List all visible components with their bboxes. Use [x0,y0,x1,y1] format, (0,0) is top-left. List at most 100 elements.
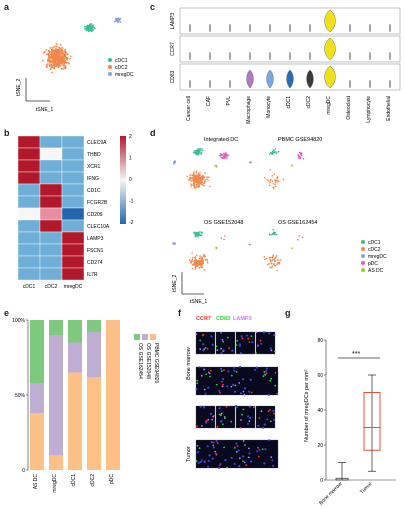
cell-dot [256,450,259,453]
cell-dot [216,349,219,352]
violin [246,69,254,89]
cell-dot [267,410,270,413]
tsne-point [55,56,58,59]
cell-dot [220,412,223,415]
cell-dot [205,373,207,376]
tsne-point [50,56,53,59]
tsne-point [269,258,271,261]
scale-tick: 2 [129,134,132,140]
heatmap-gene-label: XCR1 [87,164,101,170]
scale-tick: -1 [129,199,134,205]
tsne-point [276,177,278,179]
tsne-point [69,55,72,58]
tsne-point [197,150,199,153]
y-tick-label: 0 [22,468,25,474]
tsne-point [193,263,195,265]
tsne-point [199,255,201,257]
tsne-point [226,155,228,157]
violin [248,51,252,61]
tsne-point [298,156,301,158]
tsne-point [47,50,50,53]
cell-dot [257,424,260,427]
cell-dot [223,416,226,418]
tsne-point [56,64,59,66]
tsne-point [249,243,252,246]
violin-gene-label: CCR7 [170,42,176,56]
tsne-point [199,174,201,177]
tsne-point [302,157,305,160]
cell-dot [243,387,247,390]
cell-dot [199,460,202,464]
cell-dot [201,425,203,427]
cell-dot [260,342,263,345]
cell-dot [220,347,222,350]
tsne-point [190,185,192,188]
tsne-point [271,265,274,268]
tsne-point [47,54,50,57]
cell-dot [224,459,227,462]
cell-dot [202,349,205,352]
cell-dot [239,392,242,395]
bar-segment [49,320,63,335]
tsne-point [201,256,203,258]
tsne-point [186,175,188,178]
tsne-point [83,25,86,28]
tsne-point [195,260,197,262]
tsne-point [198,183,200,186]
tsne-point [271,180,274,182]
heatmap-cell [39,207,63,221]
tsne-point [201,234,203,237]
tsne-points [41,17,122,74]
tsne-point [300,152,302,154]
tsne-point [202,178,204,181]
violin [228,23,232,33]
tsne-point [196,177,198,179]
cell-dot [264,374,267,376]
tsne-point [87,25,90,27]
tsne-point [68,62,70,65]
tsne-point [272,183,275,185]
tsne-point [49,47,52,49]
heatmap-cell [39,171,63,185]
row-label-bone-marrow: Bone marrow [186,347,192,380]
tsne-point [214,164,216,167]
tsne-point [52,64,55,67]
cell-dot [215,439,218,443]
cell-dot [198,366,201,369]
cell-dot [207,465,210,468]
tsne-point [275,179,278,182]
cell-dot [221,423,224,426]
tsne-point [47,52,50,55]
cell-dot [249,378,252,381]
legend-swatch [134,334,140,340]
scale-tick: 1 [129,156,132,162]
cell-dot [220,420,223,423]
heatmap-cell [61,159,85,173]
tsne-point [172,243,175,245]
tsne-point [53,58,55,61]
tsne-point [200,232,203,234]
tsne-point [56,60,59,63]
tsne-point [268,256,271,259]
tsne-point [275,256,277,258]
tsne-point [187,179,190,181]
tsne-point [56,56,59,59]
bar-segment [87,332,101,377]
heatmap-cell [61,243,85,257]
tsne-point [203,269,206,271]
cell-dot [196,425,199,428]
tsne-point [275,255,278,257]
tsne-point [199,176,201,178]
tsne-point [174,242,177,245]
tsne-point [272,233,274,235]
tsne-point [173,161,175,164]
cell-dot [234,384,237,387]
subplot-title-os152048: OS GSE152048 [204,220,243,226]
tsne-point [225,157,228,159]
tsne-point [194,181,197,183]
violin [268,23,272,33]
heatmap-cell [39,195,63,209]
cell-dot [230,385,233,388]
tsne-point [202,266,204,269]
tsne-point [272,254,275,256]
